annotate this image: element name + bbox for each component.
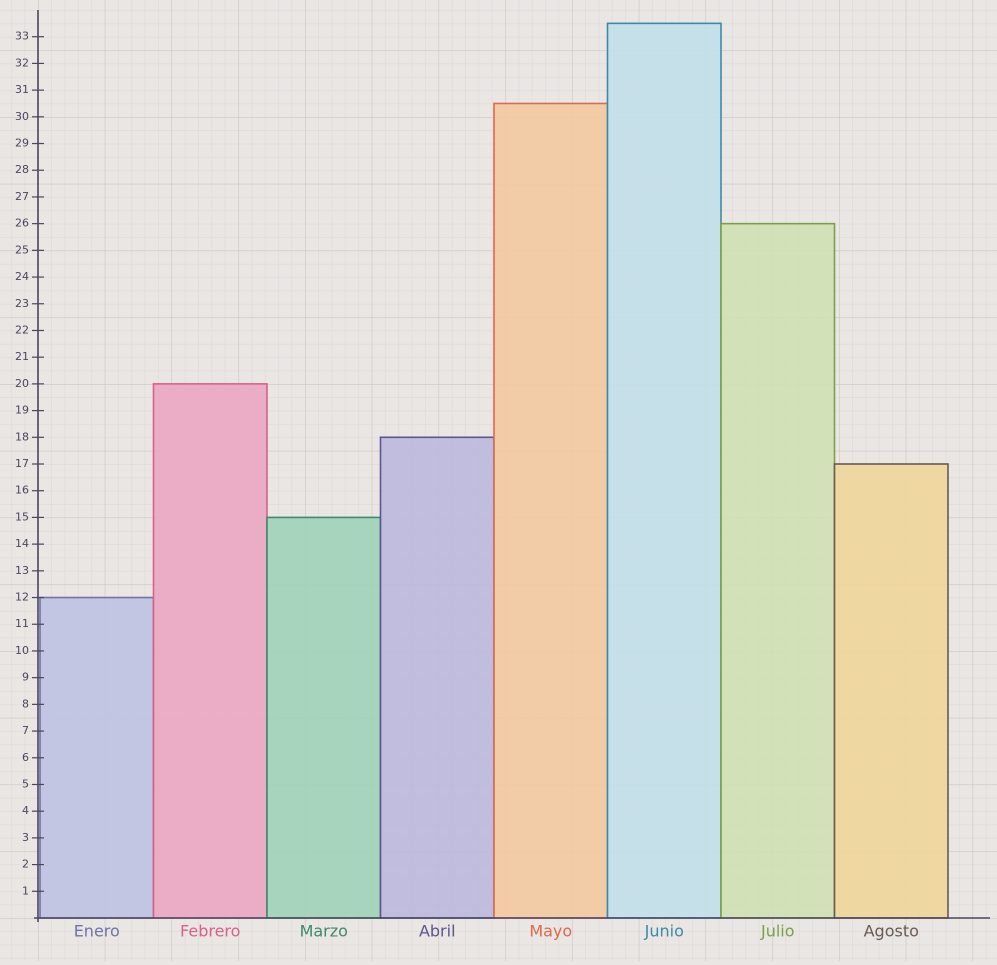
y-tick-label: 7 [22, 724, 29, 737]
y-tick-label: 9 [22, 671, 29, 684]
y-tick-label: 19 [15, 404, 29, 417]
bar [833, 463, 949, 919]
x-tick-label: Mayo [529, 922, 572, 941]
y-tick-label: 33 [15, 30, 29, 43]
x-tick-label: Marzo [300, 922, 348, 941]
y-tick-label: 27 [15, 190, 29, 203]
y-tick-label: 30 [15, 110, 29, 123]
y-tick-label: 6 [22, 751, 29, 764]
y-tick-label: 20 [15, 377, 29, 390]
y-tick-label: 23 [15, 297, 29, 310]
x-tick-label: Enero [74, 922, 120, 941]
y-tick-label: 29 [15, 137, 29, 150]
y-tick-label: 15 [15, 510, 29, 523]
bar [720, 222, 836, 919]
x-tick-label: Febrero [180, 922, 240, 941]
plot-area: Enero Febrero Marzo Abril Mayo Junio Julio Agos… [15, 10, 990, 941]
y-tick-label: 13 [15, 564, 29, 577]
y-tick-label: 28 [15, 163, 29, 176]
x-tick-label: Agosto [864, 922, 919, 941]
y-tick-label: 26 [15, 217, 29, 230]
x-tick-label: Julio [760, 922, 795, 941]
y-tick-label: 5 [22, 777, 29, 790]
y-tick-label: 2 [22, 858, 29, 871]
bar [493, 102, 609, 919]
bar [379, 436, 495, 919]
y-tick-label: 31 [15, 83, 29, 96]
y-tick-label: 21 [15, 350, 29, 363]
y-tick-label: 17 [15, 457, 29, 470]
y-tick-label: 12 [15, 591, 29, 604]
bar [39, 596, 155, 919]
y-tick-label: 16 [15, 484, 29, 497]
y-tick-label: 8 [22, 697, 29, 710]
y-tick-label: 1 [22, 884, 29, 897]
bar [152, 383, 268, 919]
y-tick-label: 10 [15, 644, 29, 657]
y-tick-label: 11 [15, 617, 29, 630]
x-tick-label: Junio [644, 922, 684, 941]
y-tick-label: 22 [15, 323, 29, 336]
y-tick-label: 3 [22, 831, 29, 844]
y-tick-label: 24 [15, 270, 29, 283]
bar [266, 516, 382, 919]
x-tick-label: Abril [419, 922, 456, 941]
y-tick-label: 4 [22, 804, 29, 817]
y-tick-label: 14 [15, 537, 29, 550]
bar [606, 22, 722, 919]
y-tick-label: 25 [15, 243, 29, 256]
y-tick-label: 32 [15, 56, 29, 69]
y-tick-label: 18 [15, 430, 29, 443]
